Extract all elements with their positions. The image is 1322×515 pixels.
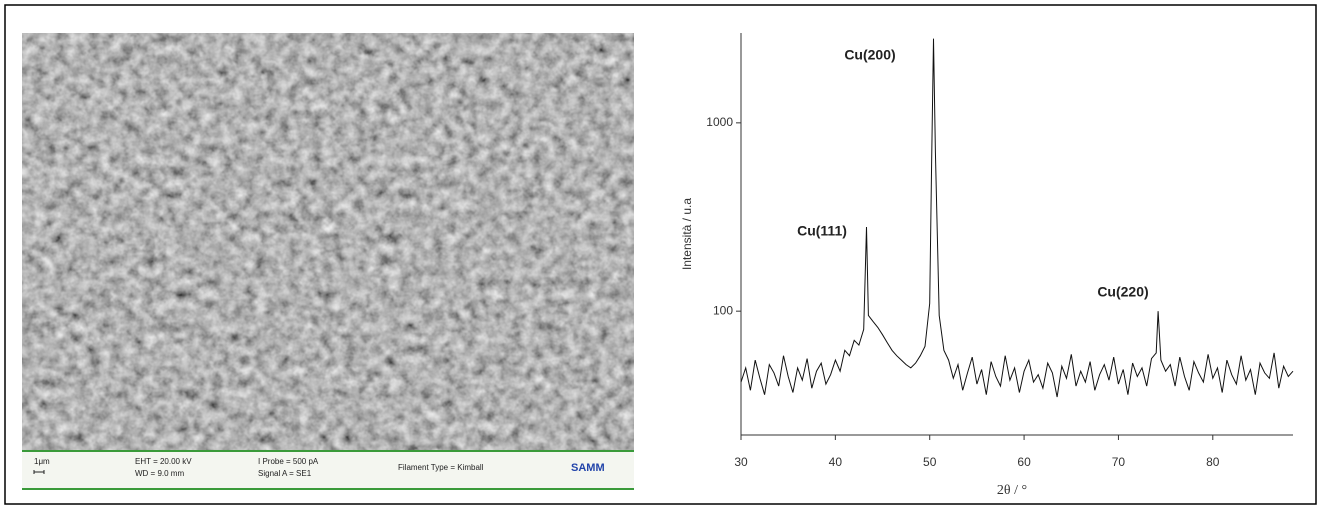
- x-tick-label: 30: [734, 455, 748, 469]
- y-tick-label: 1000: [706, 115, 733, 129]
- x-axis-label: 2θ / °: [997, 483, 1027, 498]
- info-text: Filament Type = Kimball: [398, 463, 484, 472]
- x-tick-label: 60: [1017, 455, 1031, 469]
- sem-image: 1μm EHT = 20.00 kV WD = 9.0 mm I Probe =…: [22, 33, 634, 490]
- info-text: I Probe = 500 pA: [258, 457, 319, 466]
- annotation: Cu(220): [1097, 284, 1148, 300]
- y-tick-label: 100: [713, 303, 733, 317]
- info-text: Signal A = SE1: [258, 469, 312, 478]
- y-axis-label: Intensità / u.a: [680, 198, 694, 270]
- annotation: Cu(200): [844, 47, 895, 63]
- info-text: EHT = 20.00 kV: [135, 457, 192, 466]
- x-tick-label: 80: [1206, 455, 1220, 469]
- sem-texture: [22, 33, 634, 450]
- info-bar: [22, 450, 634, 490]
- x-tick-label: 40: [829, 455, 843, 469]
- scale-label: 1μm: [34, 457, 50, 466]
- logo: SAMM: [571, 462, 605, 474]
- annotation: Cu(111): [797, 223, 847, 239]
- info-text: WD = 9.0 mm: [135, 469, 184, 478]
- x-tick-label: 50: [923, 455, 937, 469]
- figure: 1μm EHT = 20.00 kV WD = 9.0 mm I Probe =…: [0, 0, 1322, 510]
- x-tick-label: 70: [1112, 455, 1126, 469]
